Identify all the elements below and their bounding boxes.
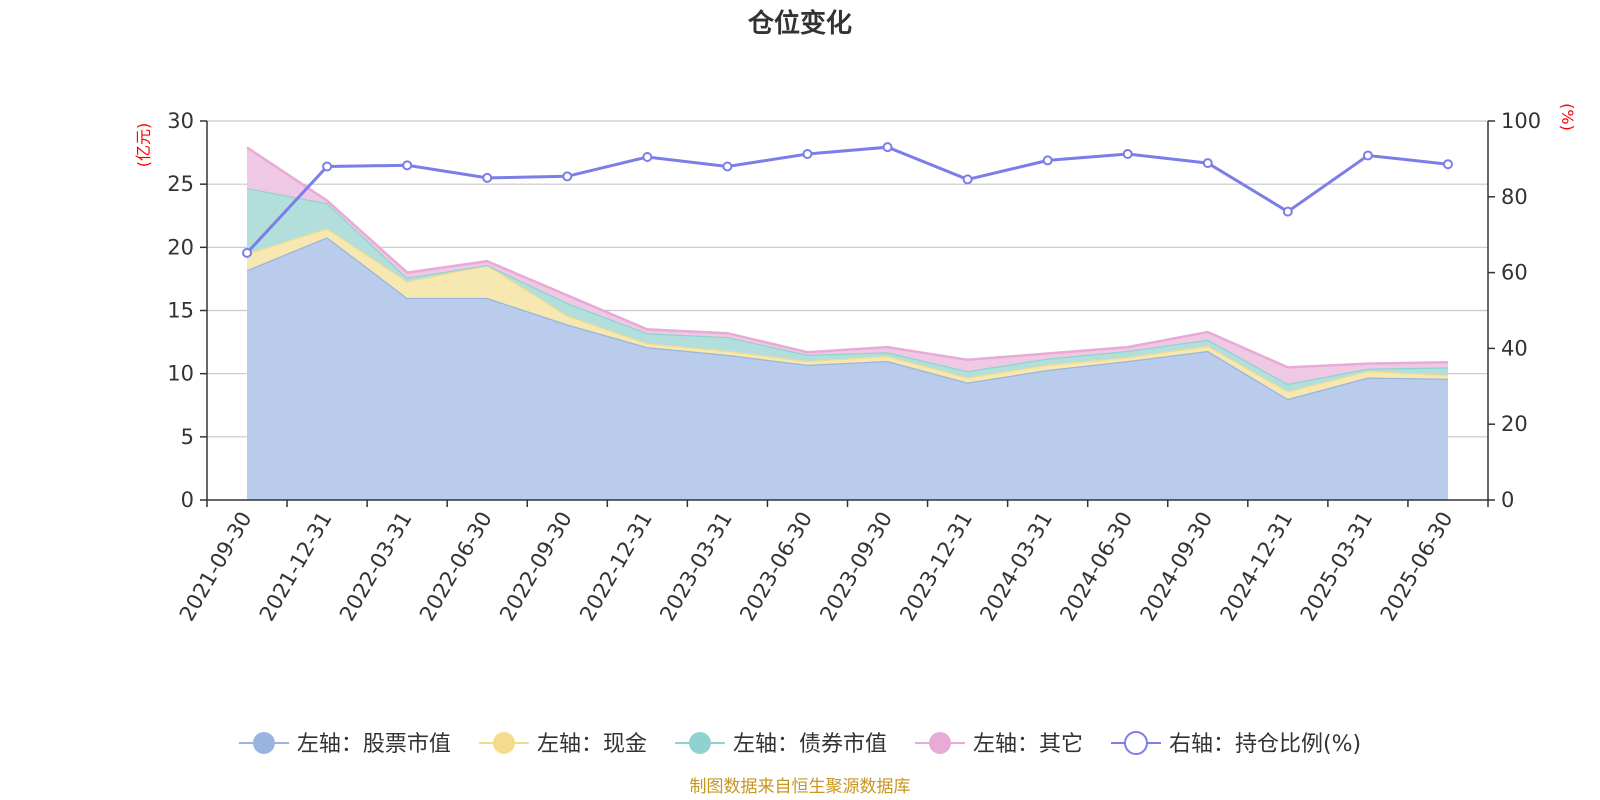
chart-title: 仓位变化 (747, 8, 852, 39)
line-point[interactable] (1442, 159, 1453, 170)
legend[interactable]: 左轴：股票市值 左轴：现金 左轴：债券市值 左轴：其它 右轴：持仓比例(%) (238, 731, 1361, 757)
x-tick-label: 2023-03-31 (655, 508, 737, 626)
line-point[interactable] (1122, 148, 1133, 159)
x-tick-label: 2021-09-30 (175, 508, 257, 626)
x-tick-label: 2024-09-30 (1135, 508, 1217, 626)
legend-marker (1123, 731, 1148, 755)
line-point[interactable] (322, 161, 333, 172)
x-tick-label: 2023-06-30 (735, 508, 817, 626)
left-tick-label: 15 (167, 299, 194, 323)
right-tick-label: 100 (1501, 109, 1541, 133)
line-series (245, 145, 1449, 254)
left-tick-label: 0 (181, 488, 194, 512)
legend-label: 左轴：债券市值 (733, 732, 887, 757)
x-tick-label: 2023-09-30 (815, 508, 897, 626)
line-point[interactable] (1202, 158, 1213, 169)
left-tick-label: 10 (167, 362, 194, 386)
x-tick-label: 2023-12-31 (895, 508, 977, 626)
area-series-1 (247, 228, 1448, 399)
right-tick-label: 40 (1501, 336, 1528, 360)
data-source-note: 制图数据来自恒生聚源数据库 (690, 777, 911, 797)
legend-marker (928, 732, 951, 754)
x-tick-label: 2022-09-30 (495, 508, 577, 626)
line-point[interactable] (882, 142, 893, 153)
stacked-areas (246, 146, 1449, 500)
right-tick-label: 80 (1501, 185, 1528, 209)
ratio-line (242, 142, 1453, 258)
left-tick-label: 5 (181, 425, 194, 449)
line-point[interactable] (962, 174, 973, 185)
line-point[interactable] (562, 171, 573, 182)
left-tick-label: 25 (167, 172, 194, 196)
legend-item-2[interactable]: 左轴：债券市值 (674, 732, 887, 757)
x-tick-label: 2021-12-31 (255, 508, 337, 626)
legend-label: 左轴：其它 (973, 732, 1083, 757)
right-tick-label: 20 (1501, 412, 1528, 436)
right-tick-label: 60 (1501, 261, 1528, 285)
legend-marker (688, 732, 711, 754)
legend-item-4[interactable]: 右轴：持仓比例(%) (1110, 731, 1361, 757)
area-series-0 (247, 237, 1448, 500)
line-point[interactable] (722, 161, 733, 172)
x-tick-label: 2024-06-30 (1055, 508, 1137, 626)
legend-label: 右轴：持仓比例(%) (1169, 732, 1361, 757)
x-tick-label: 2022-06-30 (415, 508, 497, 626)
legend-label: 左轴：现金 (537, 732, 647, 757)
left-tick-label: 30 (167, 109, 194, 133)
line-point[interactable] (802, 148, 813, 159)
line-point[interactable] (1042, 155, 1053, 166)
left-tick-label: 20 (167, 235, 194, 259)
legend-item-3[interactable]: 左轴：其它 (914, 732, 1083, 757)
x-tick-label: 2022-12-31 (575, 508, 657, 626)
x-tick-label: 2024-12-31 (1216, 508, 1298, 626)
right-tick-label: 0 (1501, 488, 1514, 512)
area-edge-3 (246, 146, 1449, 369)
legend-item-1[interactable]: 左轴：现金 (478, 732, 647, 757)
legend-label: 左轴：股票市值 (297, 732, 451, 757)
right-axis-unit: (%) (1558, 103, 1577, 131)
line-point[interactable] (402, 160, 413, 171)
line-point[interactable] (482, 172, 493, 183)
x-tick-label: 2025-06-30 (1376, 508, 1458, 626)
x-tick-label: 2025-03-31 (1296, 508, 1378, 626)
legend-item-0[interactable]: 左轴：股票市值 (238, 732, 451, 757)
line-point[interactable] (1282, 206, 1293, 217)
line-point[interactable] (1362, 150, 1373, 161)
legend-marker (252, 732, 275, 754)
line-point[interactable] (242, 247, 253, 258)
x-tick-label: 2024-03-31 (975, 508, 1057, 626)
x-tick-label: 2022-03-31 (335, 508, 417, 626)
line-point[interactable] (642, 152, 653, 163)
left-axis-unit: (亿元) (134, 123, 153, 168)
legend-marker (492, 732, 515, 754)
